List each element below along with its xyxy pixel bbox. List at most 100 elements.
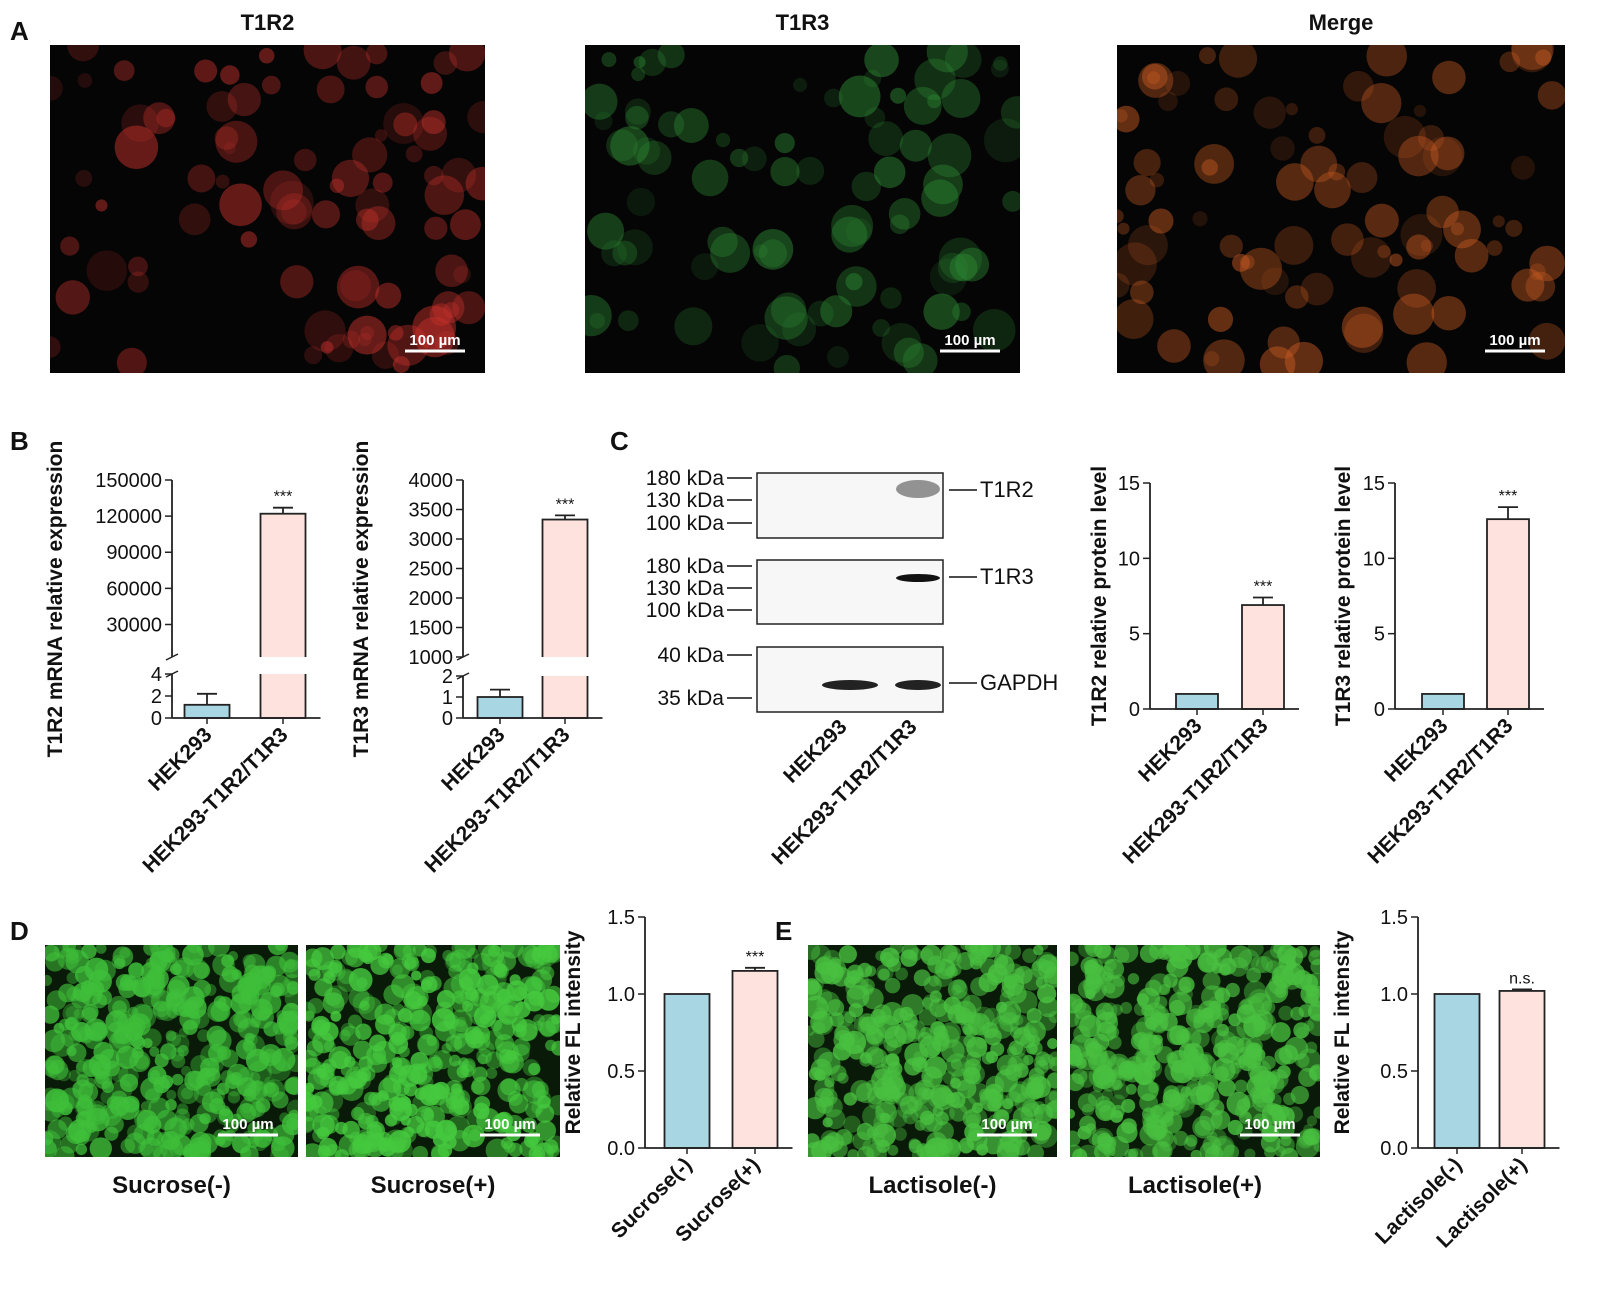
cell	[1027, 1144, 1044, 1157]
bar	[259, 512, 307, 719]
cell	[322, 992, 345, 1015]
y-tick-label: 10	[1363, 548, 1385, 570]
cell	[316, 964, 334, 982]
micrograph-bg	[50, 45, 485, 373]
panel-label: D	[10, 916, 29, 946]
cell	[227, 951, 239, 962]
cell	[1112, 974, 1126, 987]
marker-label: 130 kDa	[646, 577, 725, 600]
cell	[1247, 988, 1271, 1012]
cell	[514, 1077, 529, 1092]
panel-label: E	[775, 916, 792, 946]
cell	[1025, 1081, 1044, 1100]
cell	[1149, 172, 1165, 188]
cell	[1117, 209, 1124, 223]
cell	[927, 1087, 949, 1109]
scale-bar-label: 100 µm	[981, 1116, 1032, 1133]
cell	[970, 976, 990, 997]
cell	[1070, 1010, 1080, 1028]
y-tick-label: 2000	[409, 588, 454, 610]
cell	[376, 1131, 392, 1148]
cell	[215, 174, 230, 189]
cell	[458, 1057, 469, 1069]
cell	[978, 1088, 991, 1101]
y-tick-label: 30000	[106, 614, 162, 636]
cell	[174, 1108, 190, 1124]
cell	[884, 977, 901, 994]
cell	[383, 103, 425, 145]
cell	[880, 287, 902, 309]
cell	[1148, 1082, 1160, 1094]
cell	[119, 1073, 139, 1093]
cell	[1314, 171, 1351, 209]
cell	[944, 1138, 961, 1155]
cell	[1430, 136, 1465, 171]
cell	[45, 945, 60, 962]
cell	[888, 197, 921, 230]
cell	[143, 102, 176, 135]
cell	[551, 1040, 560, 1056]
y-tick-label: 4	[151, 664, 162, 686]
cell	[1095, 1011, 1119, 1034]
cell	[431, 1008, 456, 1032]
cell	[1341, 306, 1384, 348]
cell	[1111, 1104, 1125, 1119]
cell	[165, 988, 187, 1010]
cell	[889, 214, 910, 235]
cell	[1192, 211, 1208, 227]
cell	[352, 1133, 373, 1155]
cell	[1203, 945, 1227, 959]
x-tick-label: HEK293-T1R2/T1R3	[138, 723, 292, 877]
cell	[414, 316, 455, 358]
micrograph	[808, 945, 1057, 1157]
cell	[424, 1120, 444, 1139]
image-caption: Sucrose(+)	[371, 1172, 496, 1199]
y-tick-label: 0	[1374, 699, 1385, 721]
cell	[1528, 263, 1546, 281]
cell	[616, 229, 653, 266]
cell	[271, 1091, 289, 1109]
cell	[1285, 959, 1297, 970]
cell	[383, 1008, 402, 1028]
cell	[1278, 1044, 1299, 1065]
cell	[1023, 1054, 1034, 1066]
cell	[207, 1045, 225, 1062]
cell	[1266, 960, 1280, 974]
cell	[433, 51, 458, 75]
y-tick-label: 1000	[409, 647, 454, 669]
image-caption: Lactisole(+)	[1128, 1172, 1262, 1199]
cell	[1294, 945, 1308, 959]
y-tick-label: 2500	[409, 559, 454, 581]
cell	[863, 69, 882, 88]
cell	[152, 1001, 172, 1021]
cell	[239, 1096, 263, 1120]
bar	[731, 970, 779, 1149]
cell	[187, 1141, 211, 1157]
cell	[1073, 1025, 1091, 1043]
cell	[833, 1029, 854, 1051]
cell	[1219, 234, 1243, 258]
cell	[1270, 945, 1287, 959]
cell	[1267, 326, 1300, 359]
cell	[1074, 1009, 1096, 1031]
bar	[541, 518, 589, 719]
cell	[1032, 1101, 1046, 1115]
cell	[112, 946, 134, 967]
protein-label: T1R2	[980, 477, 1034, 502]
cell	[179, 1008, 201, 1030]
band	[896, 480, 940, 498]
cell	[365, 45, 388, 65]
cell	[940, 1084, 960, 1104]
cell	[820, 295, 853, 328]
cell	[342, 330, 361, 349]
cell	[304, 310, 346, 352]
significance: ***	[746, 949, 765, 966]
cell	[75, 1059, 95, 1079]
cell	[443, 301, 460, 318]
cell	[988, 1092, 1005, 1109]
blot-frame	[756, 646, 944, 713]
cell	[865, 1027, 883, 1045]
cell	[1351, 237, 1392, 278]
cell	[838, 945, 857, 964]
cell	[389, 1064, 408, 1084]
